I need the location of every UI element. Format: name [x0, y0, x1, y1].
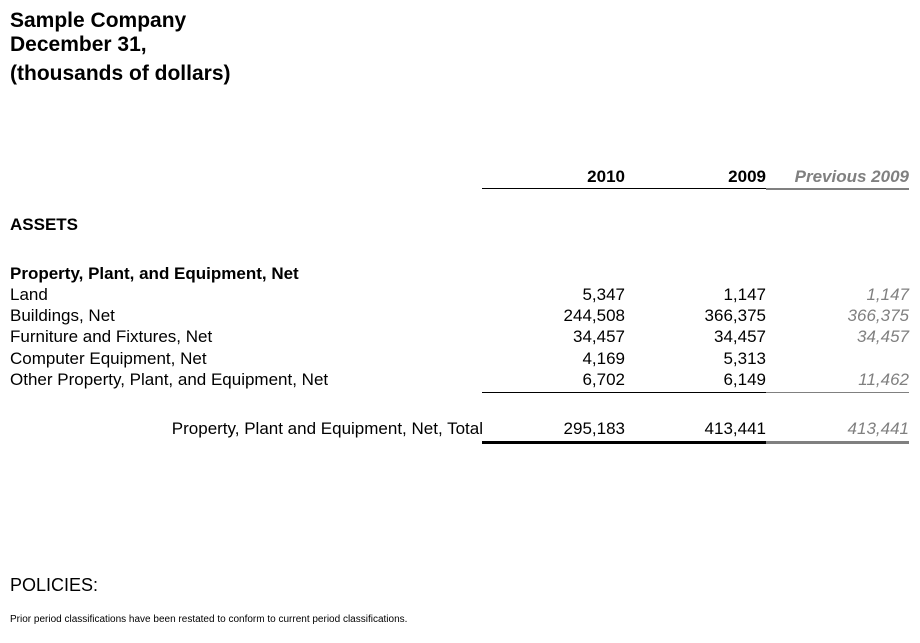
total-label: Property, Plant and Equipment, Net, Tota… [171, 419, 483, 438]
value-previous-2009: 1,147 [866, 285, 909, 304]
row-label: Computer Equipment, Net [10, 349, 207, 368]
row-label: Land [10, 285, 48, 304]
header-rule-previous [766, 188, 909, 190]
value-2010: 6,702 [582, 370, 625, 389]
value-2010: 34,457 [573, 327, 625, 346]
subtotal-rule-previous [766, 392, 909, 393]
group-heading: Property, Plant, and Equipment, Net [10, 264, 299, 283]
value-2010: 244,508 [563, 306, 625, 325]
total-previous-2009: 413,441 [847, 419, 909, 438]
policies-text: Prior period classifications have been r… [10, 614, 408, 625]
row-label: Furniture and Fixtures, Net [10, 327, 213, 346]
value-previous-2009: 366,375 [847, 306, 909, 325]
value-2010: 4,169 [582, 349, 625, 368]
policies-heading: POLICIES: [10, 575, 99, 595]
value-2009: 366,375 [704, 306, 766, 325]
value-2010: 5,347 [582, 285, 625, 304]
subtotal-rule [482, 392, 766, 393]
report-date: December 31, [10, 33, 147, 56]
total-rule [482, 441, 766, 444]
value-2009: 34,457 [714, 327, 766, 346]
value-2009: 5,313 [723, 349, 766, 368]
column-header-2010: 2010 [587, 167, 625, 186]
value-previous-2009: 34,457 [857, 327, 909, 346]
column-header-2009: 2009 [728, 167, 766, 186]
total-rule-previous [766, 441, 909, 444]
total-2010: 295,183 [563, 419, 625, 438]
header-rule [482, 188, 766, 189]
row-label: Buildings, Net [10, 306, 115, 325]
value-2009: 6,149 [723, 370, 766, 389]
total-2009: 413,441 [704, 419, 766, 438]
section-heading: ASSETS [10, 215, 79, 234]
value-previous-2009: 11,462 [858, 370, 909, 389]
column-header-previous-2009: Previous 2009 [794, 167, 909, 186]
report-units: (thousands of dollars) [10, 62, 231, 85]
company-name: Sample Company [10, 9, 187, 32]
value-2009: 1,147 [723, 285, 766, 304]
row-label: Other Property, Plant, and Equipment, Ne… [10, 370, 329, 389]
